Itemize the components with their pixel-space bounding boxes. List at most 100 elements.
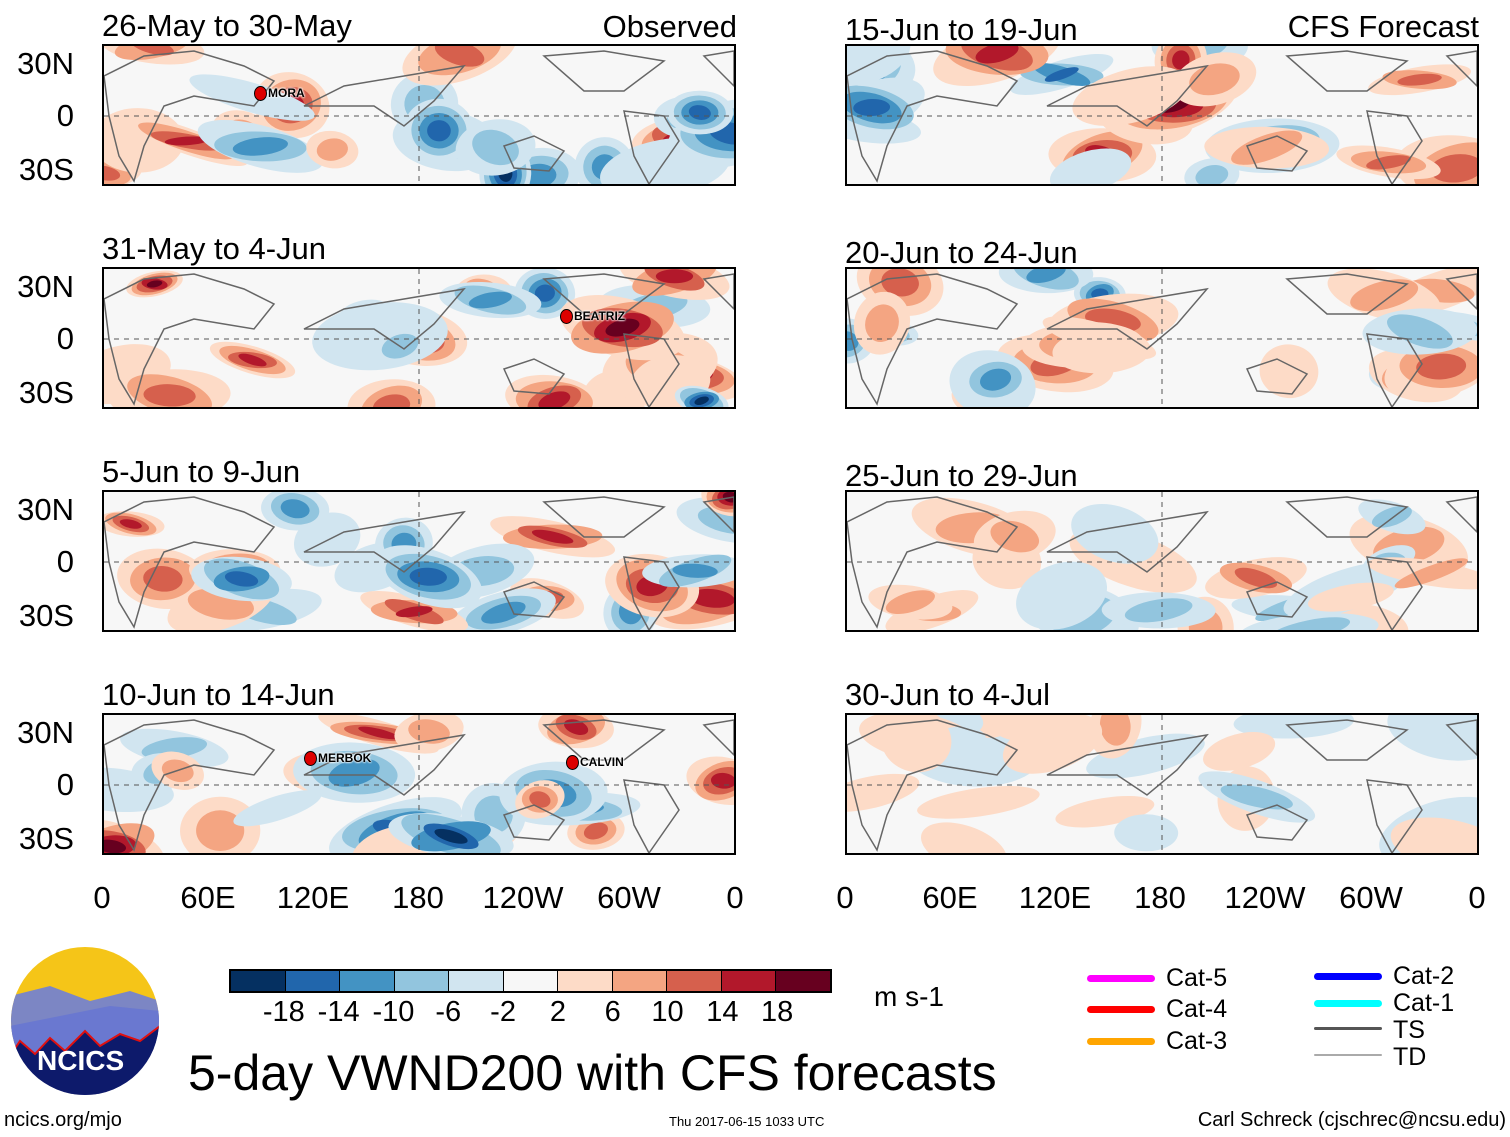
coastline xyxy=(702,719,734,757)
lon-label: 60W xyxy=(597,880,661,915)
coastline xyxy=(542,273,666,315)
colorbar-swatch xyxy=(340,971,395,991)
lon-label: 120E xyxy=(1018,880,1092,915)
lat-label: 0 xyxy=(56,767,74,802)
contour-fill xyxy=(468,291,512,309)
coastline xyxy=(702,50,734,88)
observed-panel-title: 5-Jun to 9-Jun xyxy=(102,454,301,489)
colorbar-units: m s-1 xyxy=(874,981,944,1012)
contour-fill xyxy=(655,269,694,284)
contour-fill xyxy=(1195,164,1229,184)
forecast-map-panel xyxy=(845,267,1479,409)
forecast-panel-title: 20-Jun to 24-Jun xyxy=(845,235,1078,270)
lat-label: 0 xyxy=(56,98,74,133)
contour-fill xyxy=(1386,314,1453,349)
contour-fill xyxy=(1114,814,1179,852)
coastline xyxy=(1046,64,1209,127)
anomaly-contours xyxy=(104,269,734,407)
contour-fill xyxy=(1203,731,1276,771)
forecast-label: CFS Forecast xyxy=(1287,9,1479,44)
contour-fill xyxy=(1387,715,1477,761)
observed-map-panel: MERBOK CALVIN xyxy=(102,713,736,855)
observed-map-panel xyxy=(102,490,736,632)
contour-fill xyxy=(847,331,859,351)
colorbar-tick: 14 xyxy=(706,996,739,1028)
observed-panel-title: 31-May to 4-Jun xyxy=(102,231,326,266)
colorbar-swatch xyxy=(394,971,450,991)
contour-fill xyxy=(885,590,935,615)
contour-fill xyxy=(1430,154,1477,183)
footer-timestamp: Thu 2017-06-15 1033 UTC xyxy=(669,1114,825,1129)
forecast-panel-title: 15-Jun to 19-Jun xyxy=(845,12,1078,47)
lat-label: 30S xyxy=(18,152,74,187)
forecast-map-panel xyxy=(845,713,1479,855)
coastline xyxy=(1046,733,1209,796)
colorbar-tick: 6 xyxy=(604,996,621,1028)
contour-fill xyxy=(427,120,451,142)
contour-fill xyxy=(1016,561,1108,630)
contour-fill xyxy=(1233,715,1354,739)
legend-label: Cat-3 xyxy=(1166,1027,1228,1055)
lon-label: 60E xyxy=(180,880,236,915)
colorbar-swatch xyxy=(721,971,777,991)
colorbar xyxy=(229,969,832,993)
storm-name: MORA xyxy=(268,86,305,100)
coastline xyxy=(623,779,680,853)
contour-fill xyxy=(316,138,348,161)
coastline xyxy=(303,733,466,796)
coastline xyxy=(502,135,566,172)
contour-fill xyxy=(865,304,899,343)
hurricane-icon xyxy=(560,309,573,325)
contour-fill xyxy=(1307,582,1394,612)
storm-marker: MORA xyxy=(254,86,305,102)
logo-text: NCICS xyxy=(37,1045,125,1076)
contour-fill xyxy=(694,396,709,406)
legend-line xyxy=(1314,1054,1382,1056)
colorbar-tick: -10 xyxy=(372,996,415,1028)
contour-fill xyxy=(1259,344,1319,399)
contour-fill xyxy=(881,269,919,297)
colorbar-tick: -14 xyxy=(317,996,360,1028)
legend-line xyxy=(1314,973,1382,980)
lon-label: 0 xyxy=(1468,880,1486,915)
coastline xyxy=(542,496,666,538)
coastline xyxy=(1245,804,1309,841)
contour-fill xyxy=(847,773,920,812)
contour-fill xyxy=(1072,66,1189,126)
contour-fill xyxy=(1268,617,1351,630)
coastline xyxy=(104,50,276,183)
coastline xyxy=(542,50,666,92)
footer-author: Carl Schreck (cjschrec@ncsu.edu) xyxy=(1197,1109,1506,1131)
contour-fill xyxy=(1366,155,1411,170)
lat-label: 30N xyxy=(17,492,74,527)
contour-fill xyxy=(1390,817,1477,853)
contour-fill xyxy=(434,828,468,844)
coastline xyxy=(1445,496,1477,534)
coastline xyxy=(1366,110,1423,184)
lon-label: 0 xyxy=(93,880,111,915)
contour-fill xyxy=(847,46,911,87)
anomaly-contours xyxy=(104,715,734,853)
coastline xyxy=(303,287,466,350)
observed-map-panel: BEATRIZ xyxy=(102,267,736,409)
forecast-panel-title: 30-Jun to 4-Jul xyxy=(845,677,1051,712)
contour-fill xyxy=(358,726,399,740)
contour-fill xyxy=(689,588,734,608)
lon-label: 60E xyxy=(922,880,978,915)
coastline xyxy=(1046,510,1209,573)
coastline xyxy=(847,273,1019,406)
coastline xyxy=(1046,287,1209,350)
contour-fill xyxy=(1071,503,1159,564)
coastline xyxy=(1445,273,1477,311)
contour-fill xyxy=(583,822,608,840)
coastline xyxy=(104,719,276,852)
storm-name: CALVIN xyxy=(580,755,624,769)
contour-fill xyxy=(224,571,259,587)
contour-fill xyxy=(1220,784,1293,810)
contour-fill xyxy=(1350,279,1419,312)
contour-fill xyxy=(917,786,1040,819)
contour-fill xyxy=(472,129,519,166)
contour-fill xyxy=(1416,353,1467,380)
coastline xyxy=(502,358,566,395)
legend-line xyxy=(1087,1006,1155,1013)
